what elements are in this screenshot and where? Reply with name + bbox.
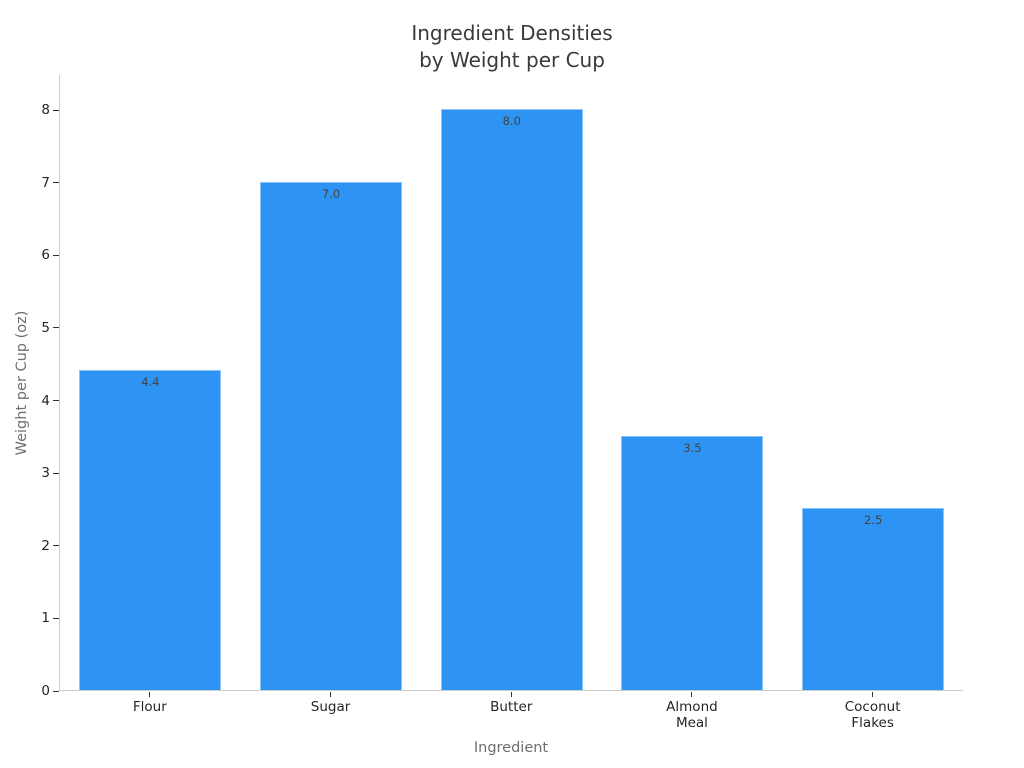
bar-value-label: 7.0: [321, 186, 341, 201]
x-tick-label-almond-meal: Almond Meal: [666, 699, 718, 731]
y-tick: [53, 472, 59, 474]
bar-butter: [440, 109, 583, 690]
y-tick: [53, 182, 59, 184]
bar-coconut-flakes: [802, 508, 945, 690]
x-tick-label-butter: Butter: [490, 699, 533, 715]
plot-area: 4.4 7.0 8.0 3.5 2.5: [59, 75, 963, 691]
y-tick-label: 3: [41, 465, 50, 482]
x-tick: [691, 692, 693, 697]
chart-title: Ingredient Densities by Weight per Cup: [0, 20, 1024, 74]
y-tick-label: 7: [41, 174, 50, 191]
bar-sugar: [260, 181, 403, 690]
y-tick-label: 1: [41, 610, 50, 627]
x-axis-label: Ingredient: [473, 740, 549, 756]
y-tick: [53, 617, 59, 619]
x-tick-label-sugar: Sugar: [310, 699, 351, 715]
x-tick: [872, 692, 874, 697]
y-tick: [53, 254, 59, 256]
y-tick-label: 8: [41, 102, 50, 118]
y-tick-label: 5: [41, 319, 50, 336]
y-tick: [53, 690, 59, 692]
y-tick-label: 4: [41, 392, 50, 409]
chart-title-line-2: by Weight per Cup: [419, 48, 605, 72]
y-tick: [53, 327, 59, 329]
y-tick-label: 2: [41, 537, 50, 554]
bar-value-label: 8.0: [502, 114, 521, 128]
x-tick: [330, 692, 332, 697]
chart-title-line-1: Ingredient Densities: [411, 21, 613, 45]
bar-value-label: 2.5: [863, 513, 883, 528]
y-tick: [53, 109, 59, 111]
bar-value-label: 3.5: [683, 440, 702, 455]
bar-value-label: 4.4: [141, 375, 160, 390]
x-tick-label-flour: Flour: [132, 699, 167, 715]
x-tick: [149, 692, 151, 697]
y-tick-label: 0: [41, 683, 50, 699]
x-tick-label-coconut-flakes: Coconut Flakes: [844, 699, 901, 731]
y-tick: [53, 400, 59, 401]
bar-flour: [79, 370, 222, 690]
y-tick: [53, 545, 59, 547]
x-tick: [510, 692, 512, 697]
bar-almond-meal: [621, 435, 764, 690]
y-tick-label: 6: [41, 247, 50, 264]
